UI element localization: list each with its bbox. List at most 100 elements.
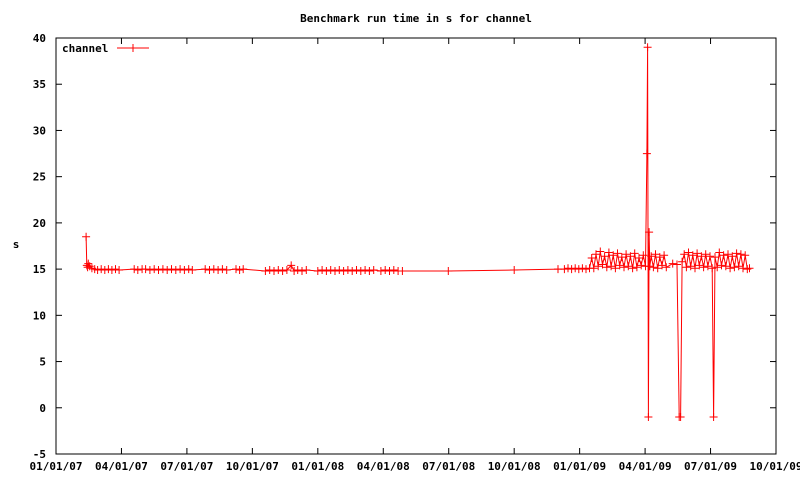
- data-point: [356, 267, 365, 275]
- x-tick-label: 10/01/07: [226, 460, 279, 473]
- data-point: [176, 265, 185, 274]
- data-point: [643, 43, 652, 52]
- data-point: [239, 265, 248, 274]
- data-point: [222, 266, 231, 274]
- data-point: [649, 263, 658, 272]
- data-point: [218, 265, 227, 274]
- x-tick-label: 10/01/09: [750, 460, 800, 473]
- data-point: [686, 262, 695, 271]
- data-point: [743, 265, 752, 274]
- x-tick-label: 10/01/08: [488, 460, 541, 473]
- data-point: [680, 250, 689, 259]
- data-point: [645, 262, 654, 271]
- data-point: [660, 251, 669, 260]
- data-point: [635, 254, 643, 262]
- data-point: [278, 267, 287, 275]
- data-point: [567, 265, 576, 274]
- data-point: [598, 260, 607, 269]
- data-point: [100, 266, 109, 274]
- data-point: [287, 261, 296, 270]
- data-point: [318, 266, 327, 274]
- data-point: [582, 265, 590, 274]
- data-point: [369, 266, 378, 274]
- data-point: [326, 266, 335, 274]
- data-point: [158, 265, 167, 274]
- data-point: [398, 267, 407, 275]
- data-point: [726, 264, 735, 273]
- data-point: [302, 266, 311, 274]
- data-point: [736, 250, 745, 259]
- data-point: [293, 266, 302, 274]
- data-point: [209, 265, 218, 274]
- data-point: [361, 266, 370, 274]
- data-point: [274, 266, 283, 274]
- data-point: [385, 267, 394, 275]
- legend: channel: [62, 42, 149, 55]
- x-tick-label: 04/01/08: [357, 460, 410, 473]
- data-point: [145, 266, 154, 274]
- y-axis: -5 0 5 10 15 20 25 30 35 40: [33, 32, 776, 461]
- data-point: [622, 250, 631, 259]
- data-point: [711, 253, 719, 262]
- data-point: [589, 264, 598, 273]
- data-point: [609, 251, 618, 260]
- data-point: [270, 267, 278, 275]
- data-point: [97, 265, 106, 274]
- data-point: [713, 263, 722, 272]
- data-point: [730, 263, 739, 272]
- y-tick-label: -5: [33, 448, 46, 461]
- data-point: [83, 263, 92, 272]
- data-point: [708, 264, 717, 273]
- data-point: [724, 250, 732, 259]
- data-point: [653, 264, 662, 273]
- data-point: [564, 264, 572, 273]
- data-point: [335, 266, 344, 274]
- data-point: [701, 250, 710, 259]
- data-point: [647, 252, 656, 261]
- data-point: [104, 265, 113, 274]
- data-point: [115, 266, 124, 274]
- data-point: [298, 267, 306, 275]
- data-point: [682, 263, 691, 272]
- x-tick-label: 07/01/07: [160, 460, 213, 473]
- data-point: [626, 252, 635, 261]
- chart-title: Benchmark run time in s for channel: [300, 12, 532, 25]
- data-point: [313, 267, 322, 275]
- data-point: [642, 149, 651, 158]
- legend-label-channel: channel: [62, 42, 108, 55]
- data-point: [624, 262, 633, 271]
- data-point: [331, 267, 339, 275]
- data-point: [604, 248, 613, 257]
- y-tick-label: 25: [33, 171, 46, 184]
- data-point: [560, 265, 569, 274]
- data-point: [171, 266, 180, 274]
- data-point: [658, 261, 666, 270]
- x-tick-label: 01/01/07: [30, 460, 83, 473]
- data-point: [684, 248, 693, 257]
- data-point: [620, 263, 628, 272]
- y-tick-label: 40: [33, 32, 46, 45]
- data-point: [163, 266, 172, 274]
- y-tick-label: 0: [39, 402, 46, 415]
- data-point: [717, 261, 726, 270]
- data-point: [574, 265, 583, 274]
- data-point: [141, 265, 150, 274]
- data-point: [691, 264, 699, 273]
- data-point: [628, 264, 637, 273]
- data-point: [587, 254, 596, 262]
- data-point: [235, 266, 244, 274]
- data-point: [613, 249, 622, 258]
- data-point: [376, 267, 385, 275]
- data-point: [678, 257, 687, 266]
- data-point: [184, 265, 193, 274]
- data-point: [339, 267, 348, 275]
- y-tick-label: 20: [33, 217, 46, 230]
- data-point: [444, 267, 453, 275]
- data-point: [214, 266, 223, 274]
- data-point: [205, 266, 214, 274]
- data-point: [188, 266, 197, 274]
- data-point: [732, 249, 741, 258]
- data-point: [322, 267, 331, 275]
- data-point: [668, 259, 677, 268]
